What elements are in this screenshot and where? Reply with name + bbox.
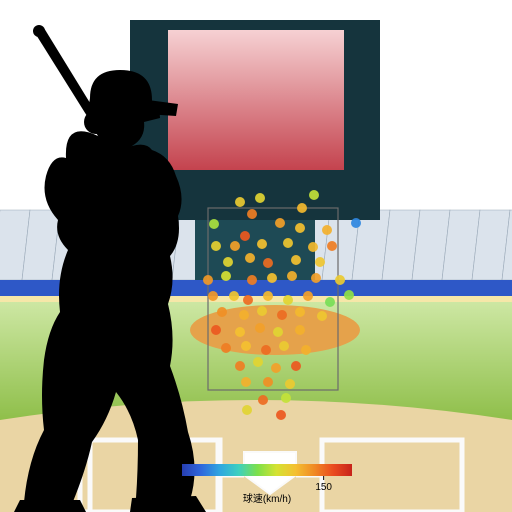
pitch-point (322, 225, 332, 235)
pitch-point (291, 361, 301, 371)
pitch-point (276, 410, 286, 420)
pitch-point (257, 306, 267, 316)
pitch-point (221, 343, 231, 353)
pitch-point (309, 190, 319, 200)
pitch-point (255, 323, 265, 333)
pitch-point (295, 223, 305, 233)
pitch-point (255, 193, 265, 203)
pitch-point (263, 377, 273, 387)
pitch-point (223, 257, 233, 267)
pitch-point (258, 395, 268, 405)
pitch-point (208, 291, 218, 301)
pitch-point (297, 203, 307, 213)
pitch-point (239, 310, 249, 320)
pitch-point (209, 219, 219, 229)
scoreboard-screen (168, 30, 344, 170)
pitch-point (317, 311, 327, 321)
pitch-point (253, 357, 263, 367)
pitch-point (243, 295, 253, 305)
pitch-point (261, 345, 271, 355)
pitch-point (241, 377, 251, 387)
pitch-point (281, 393, 291, 403)
pitch-point (241, 341, 251, 351)
pitch-point (247, 275, 257, 285)
pitch-point (273, 327, 283, 337)
pitch-point (279, 341, 289, 351)
pitch-point (235, 361, 245, 371)
pitch-point (211, 325, 221, 335)
pitch-point (308, 242, 318, 252)
pitch-point (295, 307, 305, 317)
legend-tick-label: 100 (174, 482, 191, 493)
legend-tick-label: 150 (315, 482, 332, 493)
pitch-point (245, 253, 255, 263)
pitch-point (263, 258, 273, 268)
legend-colorbar (182, 464, 352, 476)
pitch-point (235, 327, 245, 337)
pitch-point (242, 405, 252, 415)
pitch-point (211, 241, 221, 251)
pitch-point (287, 271, 297, 281)
pitch-point (283, 238, 293, 248)
pitch-point (285, 379, 295, 389)
pitch-point (221, 271, 231, 281)
pitch-point (257, 239, 267, 249)
pitch-point (283, 295, 293, 305)
pitch-point (295, 325, 305, 335)
pitch-point (325, 297, 335, 307)
pitch-point (235, 197, 245, 207)
pitch-point (240, 231, 250, 241)
pitch-point (217, 307, 227, 317)
pitch-point (277, 310, 287, 320)
pitch-point (303, 291, 313, 301)
pitch-point (229, 291, 239, 301)
pitch-point (247, 209, 257, 219)
pitch-point (275, 218, 285, 228)
pitch-point (271, 363, 281, 373)
pitch-point (311, 273, 321, 283)
pitch-point (327, 241, 337, 251)
legend-title: 球速(km/h) (243, 492, 291, 505)
pitch-location-chart: 100 150 球速(km/h) (0, 0, 512, 512)
pitch-point (315, 257, 325, 267)
pitch-point (203, 275, 213, 285)
pitch-point (301, 345, 311, 355)
pitch-point (263, 291, 273, 301)
pitch-point (351, 218, 361, 228)
pitch-point (230, 241, 240, 251)
pitch-point (344, 290, 354, 300)
pitch-point (335, 275, 345, 285)
pitch-point (267, 273, 277, 283)
pitch-point (291, 255, 301, 265)
